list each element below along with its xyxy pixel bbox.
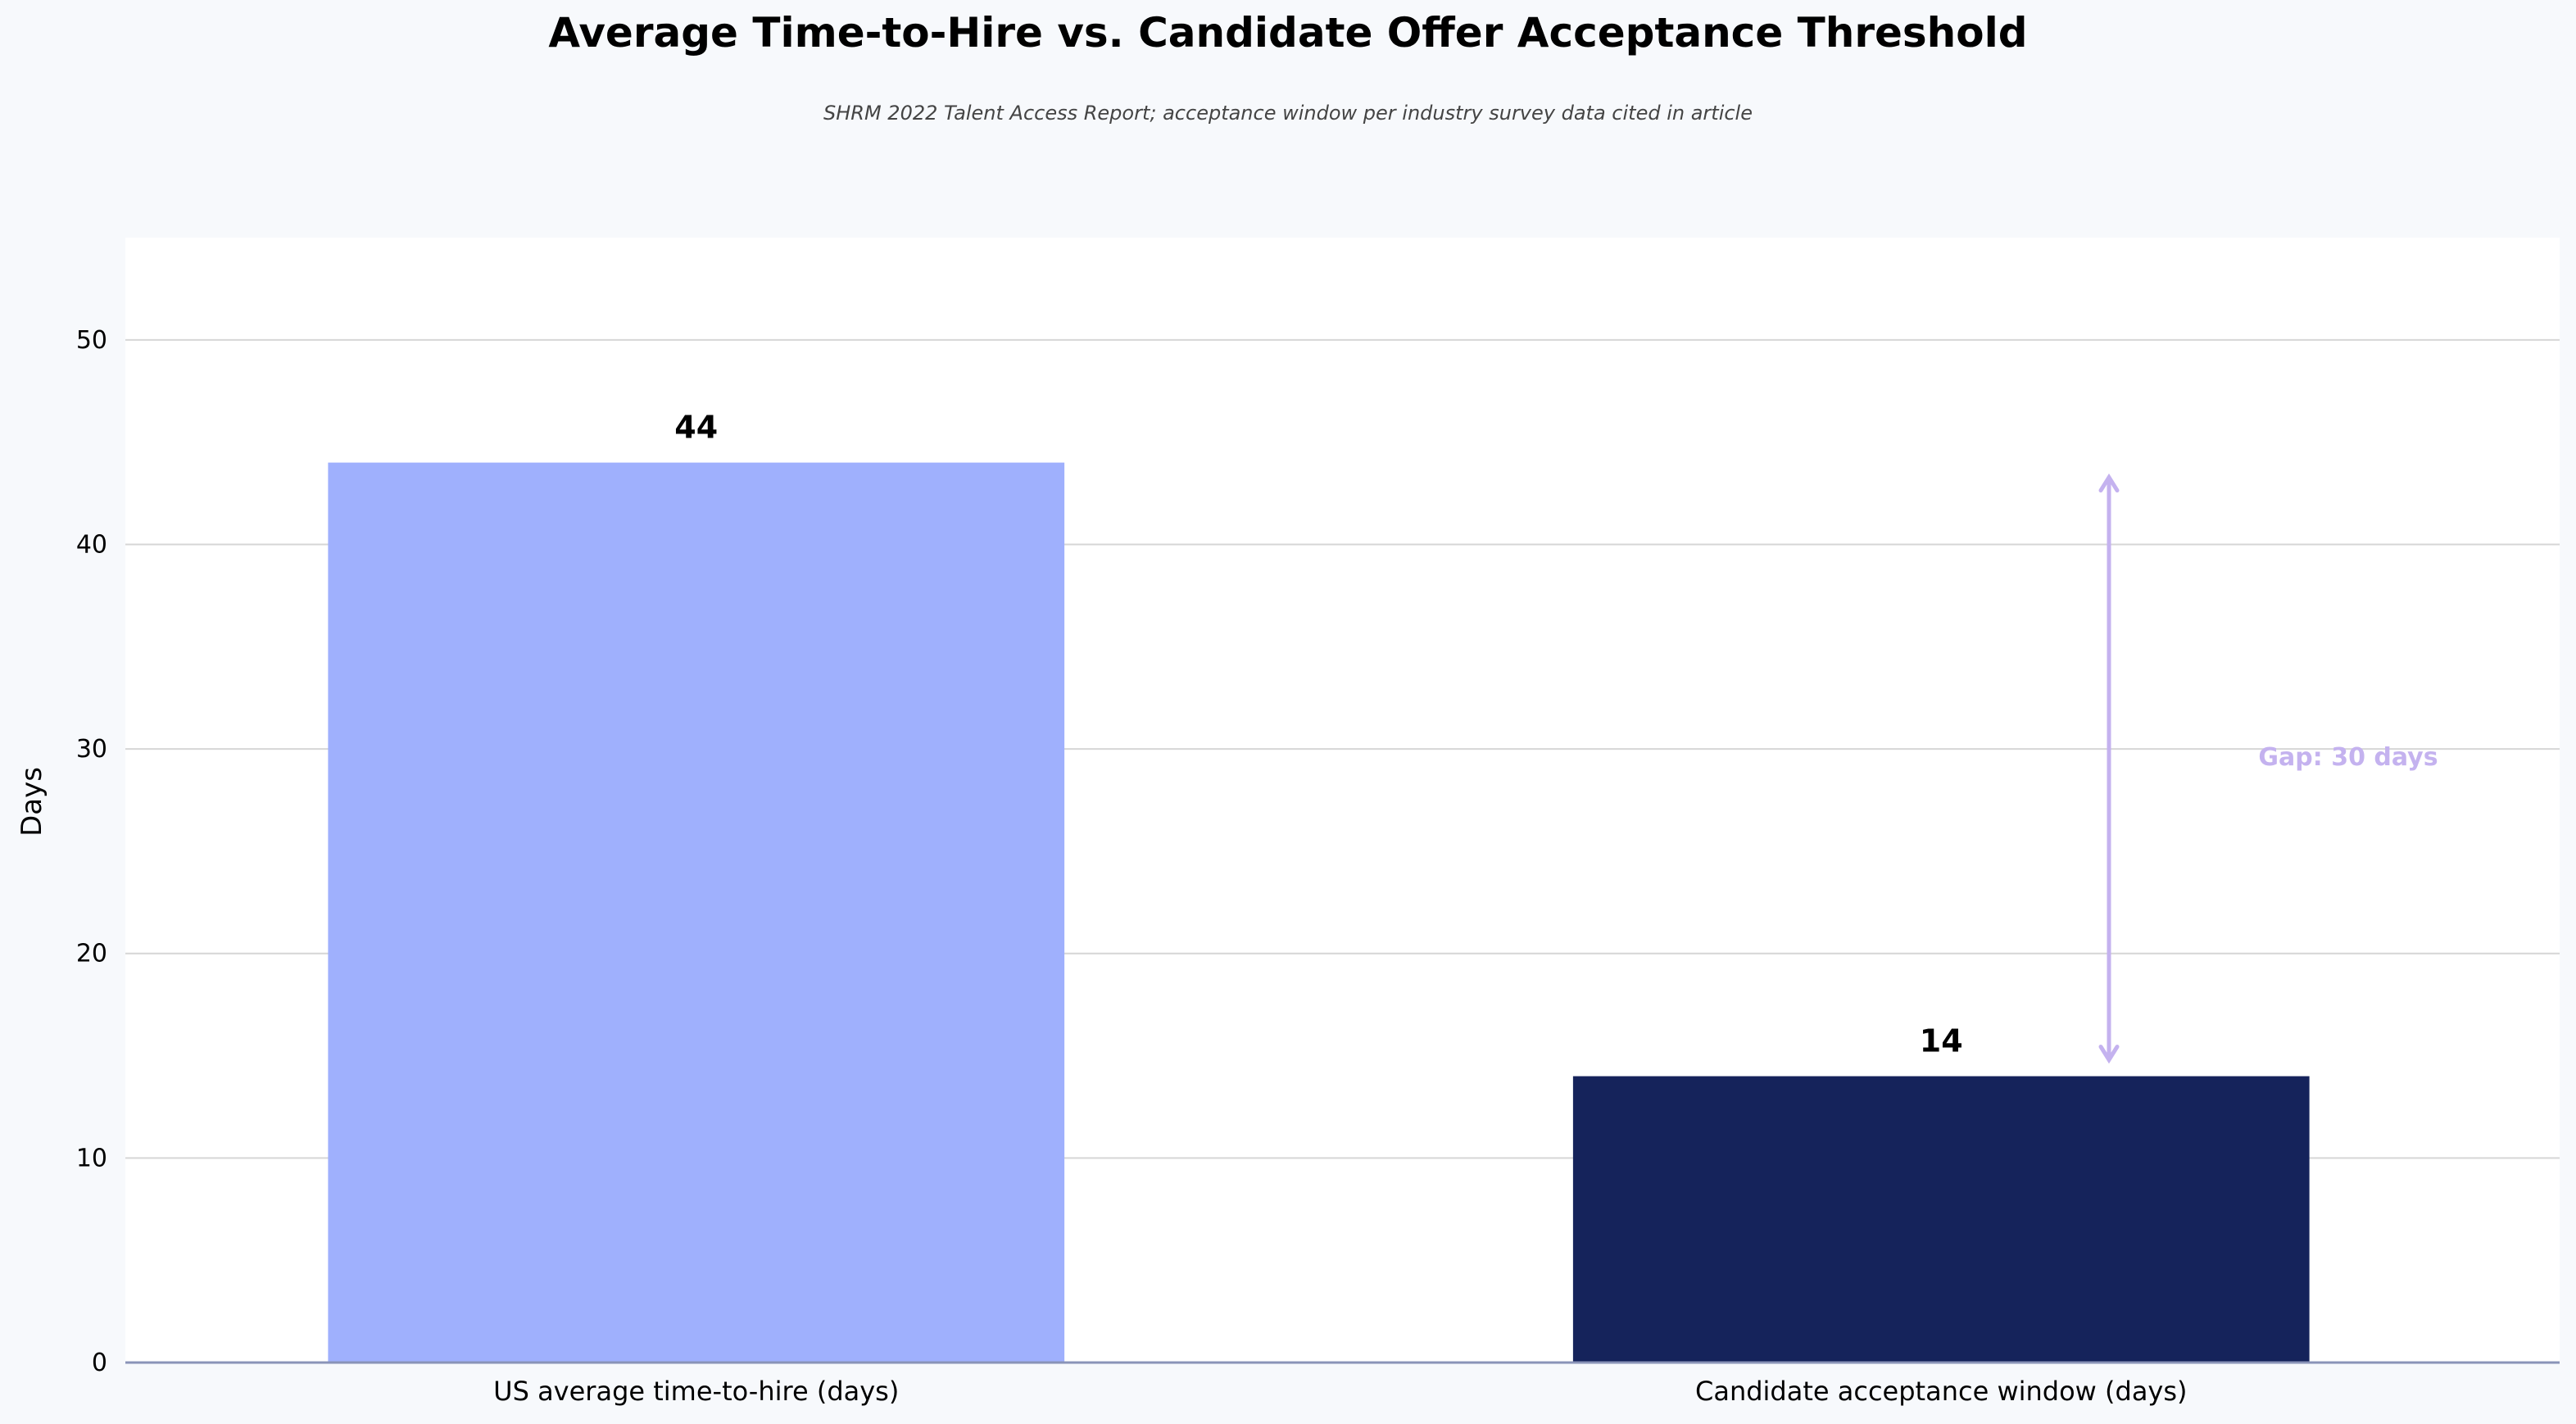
gap-annotation-label: Gap: 30 days (2258, 743, 2438, 772)
y-tick-label: 10 (76, 1144, 107, 1172)
chart-subtitle: SHRM 2022 Talent Access Report; acceptan… (823, 102, 1753, 125)
chart-title: Average Time-to-Hire vs. Candidate Offer… (548, 9, 2027, 57)
gap-arrow-head-top (2098, 473, 2120, 493)
plot-area: 0 10 20 30 40 50 44 US average time-to-hire (da… (16, 238, 2560, 1407)
bar-value-label: 14 (1920, 1023, 1963, 1059)
y-tick-label: 0 (92, 1349, 107, 1377)
bar-value-label: 44 (674, 410, 718, 446)
bar-1 (328, 462, 1065, 1363)
x-category-label: Candidate acceptance window (days) (1695, 1376, 2188, 1407)
y-tick-label: 20 (76, 940, 107, 968)
y-tick-label: 40 (76, 530, 107, 559)
bar-2 (1572, 1076, 2310, 1363)
x-category-label: US average time-to-hire (days) (493, 1376, 899, 1407)
gap-arrow-head-bottom (2098, 1045, 2120, 1064)
y-axis-label: Days (16, 767, 48, 837)
y-tick-label: 30 (76, 735, 107, 764)
y-tick-label: 50 (76, 326, 107, 355)
